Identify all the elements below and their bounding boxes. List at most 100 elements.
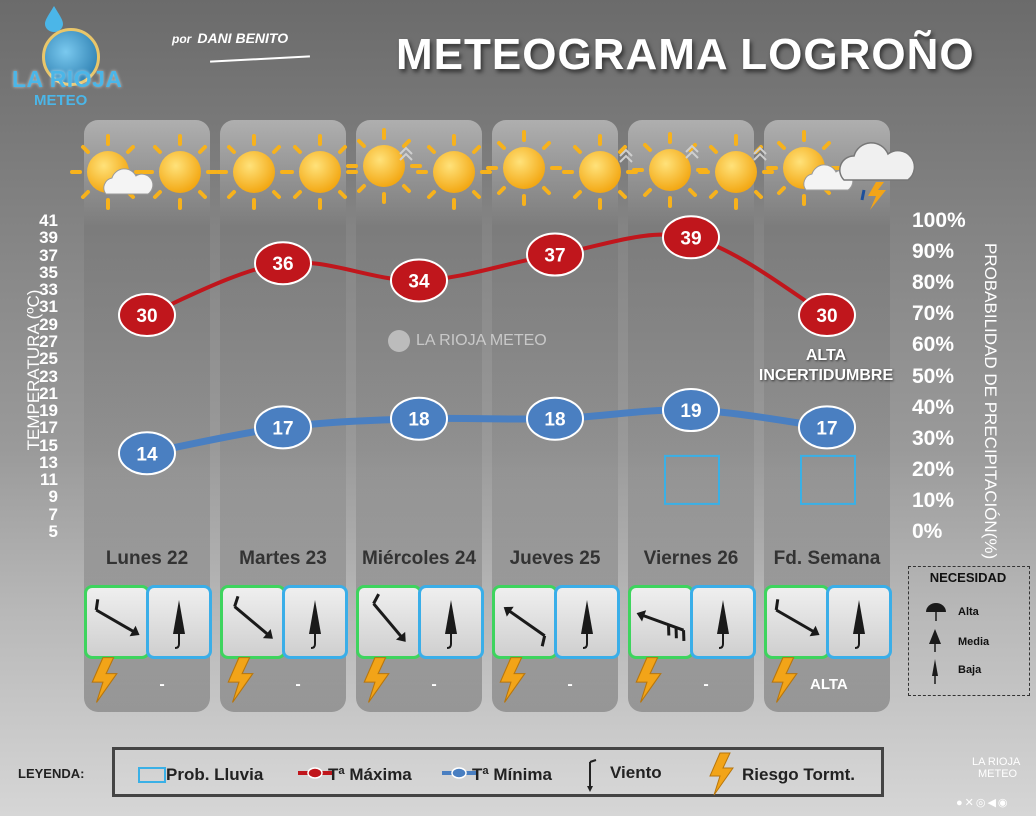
tmax-point: 37: [526, 232, 584, 277]
y-tick-left: 25: [39, 349, 58, 369]
y-tick-left: 39: [39, 228, 58, 248]
y-tick-left: 19: [39, 401, 58, 421]
storm-risk-none: -: [431, 676, 437, 693]
umbrella-need-box: [418, 585, 484, 659]
y-tick-right: 50%: [912, 364, 955, 388]
chart-watermark: LA RIOJA METEO: [388, 330, 547, 352]
lightning-icon: [632, 656, 664, 709]
y-tick-right: 0%: [912, 520, 943, 543]
y-tick-left: 17: [39, 418, 58, 438]
legend-label: LEYENDA:: [18, 766, 85, 781]
need-legend-panel: [908, 566, 1030, 696]
wind-box: [84, 585, 150, 659]
umbrella-open-icon: [926, 603, 946, 621]
y-tick-left: 15: [39, 435, 58, 455]
y-tick-left: 7: [48, 504, 58, 524]
tmax-marker: [118, 293, 176, 338]
wind-arrow-icon: [636, 610, 686, 642]
need-item-medium: Media: [958, 636, 990, 648]
legend-tmin: Tª Mínima: [472, 765, 552, 784]
logo-emblem: [42, 28, 100, 86]
legend-box: [112, 747, 884, 797]
need-legend-title: NECESIDAD: [929, 570, 1007, 585]
y-tick-right: 30%: [912, 426, 955, 450]
wind-barb-icon: [587, 759, 597, 792]
umbrella-icon: [581, 600, 593, 649]
tmax-label: 37: [544, 246, 565, 267]
tmin-label: 19: [680, 401, 701, 422]
wind-box: [492, 585, 558, 659]
y-tick-right: 40%: [912, 395, 955, 419]
tmax-marker: [798, 293, 856, 338]
social-icons[interactable]: ●✕◎◀◉: [956, 797, 1010, 809]
logo-name: LA RIOJA: [12, 66, 123, 92]
tmax-point: 30: [118, 293, 176, 338]
tmin-marker: [390, 396, 448, 441]
tmin-label: 17: [272, 418, 293, 439]
y-tick-right: 80%: [912, 271, 955, 295]
storm-cloud-icon: [839, 142, 916, 210]
tmax-point: 39: [662, 215, 720, 260]
tmax-line: [145, 232, 829, 318]
tmin-marker: [662, 388, 720, 433]
y-tick-left: 31: [39, 297, 58, 317]
legend-tmin-swatch: [442, 767, 476, 779]
y-tick-left: 11: [40, 470, 58, 490]
y-tick-left: 9: [48, 487, 58, 507]
storm-risk-none: -: [703, 676, 709, 693]
storm-risk-high: ALTA: [810, 676, 848, 693]
wind-arrow-icon: [774, 599, 820, 637]
tmin-point: 18: [390, 396, 448, 441]
umbrella-icon: [309, 600, 321, 649]
legend-storm: Riesgo Tormt.: [742, 765, 856, 784]
umbrella-icon: [445, 600, 457, 649]
need-item-high: Alta: [958, 606, 979, 618]
lightning-icon: [224, 656, 256, 709]
y-tick-left: 41: [39, 211, 58, 230]
wind-box: [628, 585, 694, 659]
watermark-icon: [388, 330, 410, 352]
tmax-marker: [390, 258, 448, 303]
tmin-label: 14: [136, 444, 158, 465]
wind-box: [764, 585, 830, 659]
tmin-marker: [798, 405, 856, 450]
tmin-label: 18: [408, 410, 429, 431]
wind-box: [356, 585, 422, 659]
tmin-marker: [254, 405, 312, 450]
umbrella-need-box: [826, 585, 892, 659]
y-tick-right: 70%: [912, 302, 955, 326]
author-credit: por DANI BENITO: [172, 30, 288, 46]
storm-risk-none: -: [567, 676, 573, 693]
legend-rain-swatch: [138, 767, 166, 783]
day-label: Viernes 26: [643, 548, 739, 569]
umbrella-closed-icon: [932, 659, 938, 684]
y-tick-left: 35: [39, 262, 58, 282]
tmax-marker: [526, 232, 584, 277]
need-item-low: Baja: [958, 664, 982, 676]
y-tick-left: 23: [39, 366, 58, 386]
storm-risk-none: -: [159, 676, 165, 693]
legend-wind: Viento: [610, 763, 662, 782]
wind-arrow-icon: [94, 599, 140, 637]
wind-arrow-icon: [233, 595, 273, 639]
water-drop-icon: [45, 6, 63, 32]
tmax-label: 39: [680, 228, 701, 249]
y-tick-left: 27: [39, 331, 58, 351]
tmax-label: 30: [136, 306, 157, 327]
tmin-label: 17: [816, 418, 837, 439]
tmin-marker: [118, 431, 176, 476]
tmax-marker: [662, 215, 720, 260]
rain-probability-bar: [800, 454, 856, 505]
lightning-icon: [88, 656, 120, 709]
tmin-marker: [526, 396, 584, 441]
tmin-label: 18: [544, 410, 565, 431]
footer-logo-line1: LA RIOJA: [972, 756, 1021, 768]
wind-box: [220, 585, 286, 659]
y-tick-right: 10%: [912, 488, 955, 512]
tmax-label: 34: [408, 271, 430, 292]
weather-icons-strip: [70, 128, 916, 210]
tmin-point: 14: [118, 431, 176, 476]
y-tick-right: 100%: [912, 209, 966, 232]
tmax-label: 36: [272, 254, 293, 275]
day-label: Martes 23: [239, 548, 327, 569]
